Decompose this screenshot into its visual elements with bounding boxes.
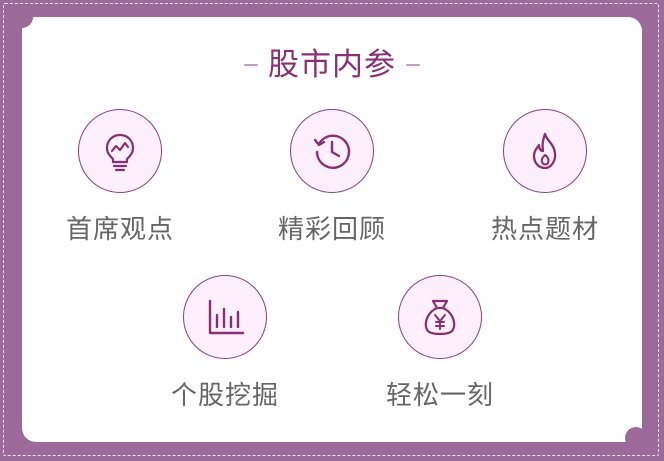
icon-circle bbox=[398, 275, 482, 359]
menu-item-stock-mining[interactable]: 个股挖掘 bbox=[150, 275, 300, 415]
icon-circle bbox=[290, 109, 374, 193]
menu-item-label: 轻松一刻 bbox=[385, 381, 494, 411]
dashed-border bbox=[3, 3, 659, 456]
menu-item-highlights-review[interactable]: 精彩回顾 bbox=[257, 109, 407, 249]
menu-card bbox=[22, 17, 642, 442]
menu-item-label: 精彩回顾 bbox=[277, 215, 386, 245]
bar-chart-icon bbox=[208, 299, 245, 335]
title-decor-right bbox=[406, 64, 420, 66]
flame-icon bbox=[532, 132, 557, 170]
menu-item-label: 热点题材 bbox=[490, 215, 599, 245]
corner-notch-bottom-right bbox=[625, 427, 647, 449]
menu-item-hot-topics[interactable]: 热点题材 bbox=[470, 109, 620, 249]
history-clock-icon bbox=[313, 134, 351, 169]
menu-item-relax-moment[interactable]: 轻松一刻 bbox=[365, 275, 515, 415]
icon-circle bbox=[78, 109, 162, 193]
menu-item-label: 首席观点 bbox=[65, 215, 174, 245]
icon-circle bbox=[503, 109, 587, 193]
title-row: 股市内参 bbox=[0, 40, 664, 90]
title-decor-left bbox=[244, 64, 258, 66]
icon-circle bbox=[183, 275, 267, 359]
menu-item-chief-views[interactable]: 首席观点 bbox=[45, 109, 195, 249]
corner-notch-top-left bbox=[11, 6, 33, 28]
page-title: 股市内参 bbox=[268, 46, 396, 83]
money-bag-icon bbox=[424, 299, 456, 336]
lightbulb-chart-icon bbox=[105, 133, 135, 172]
menu-item-label: 个股挖掘 bbox=[170, 381, 279, 411]
